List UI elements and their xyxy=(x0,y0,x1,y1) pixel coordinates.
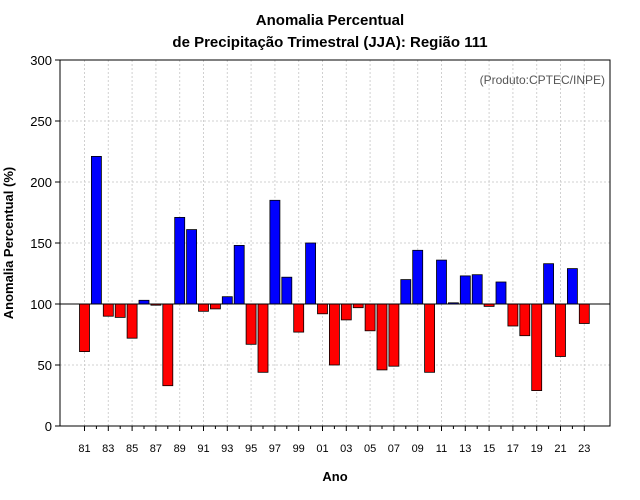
x-tick-label: 83 xyxy=(102,443,114,455)
bar-14 xyxy=(471,274,483,305)
x-tick-label: 89 xyxy=(174,443,186,455)
y-tick-label: 200 xyxy=(30,175,52,190)
y-tick-label: 100 xyxy=(30,297,52,312)
x-tick-label: 85 xyxy=(126,443,138,455)
bar-08 xyxy=(400,279,412,305)
x-tick-label: 03 xyxy=(340,443,352,455)
bar-84 xyxy=(114,303,126,318)
bar-21 xyxy=(555,303,566,357)
y-axis-label: Anomalia Percentual (%) xyxy=(1,167,16,319)
y-tick-label: 0 xyxy=(45,419,52,434)
x-axis: 81 83 85 87 89 91 93 95 97 99 01 03 05 07 09 11 13 15 17 19… xyxy=(78,426,590,455)
y-tick-label: 250 xyxy=(30,114,52,129)
y-tick-label: 150 xyxy=(30,236,52,251)
x-tick-label: 11 xyxy=(436,443,447,455)
bar-18 xyxy=(519,303,531,337)
y-tick-label: 300 xyxy=(30,53,52,68)
x-tick-label: 93 xyxy=(221,443,233,455)
bar-92 xyxy=(209,303,221,310)
bar-05 xyxy=(364,303,376,332)
bar-83 xyxy=(102,303,114,317)
bar-23 xyxy=(578,303,590,324)
x-tick-label: 81 xyxy=(78,443,90,455)
bar-91 xyxy=(198,303,209,312)
x-tick-label: 07 xyxy=(388,443,400,455)
bar-97 xyxy=(269,199,281,305)
x-tick-label: 87 xyxy=(150,443,162,455)
bars xyxy=(79,155,590,391)
bar-04 xyxy=(352,303,364,309)
bar-99 xyxy=(293,303,305,333)
x-tick-label: 19 xyxy=(531,443,543,455)
bar-20 xyxy=(543,263,554,305)
bar-85 xyxy=(126,303,138,339)
x-tick-label: 91 xyxy=(197,443,209,455)
bar-19 xyxy=(531,303,543,391)
x-tick-label: 21 xyxy=(554,443,566,455)
bar-96 xyxy=(257,303,269,373)
bar-95 xyxy=(245,303,257,345)
x-tick-label: 13 xyxy=(459,443,471,455)
x-tick-label: 17 xyxy=(507,443,519,455)
bar-16 xyxy=(495,281,507,305)
source-note: (Produto:CPTEC/INPE) xyxy=(480,73,605,87)
bar-90 xyxy=(186,229,198,305)
bar-22 xyxy=(567,268,578,305)
bar-11 xyxy=(436,259,447,305)
y-axis: 0 50 100 150 200 250 300 xyxy=(30,53,60,434)
grid xyxy=(60,60,610,426)
x-tick-label: 15 xyxy=(483,443,495,455)
bar-93 xyxy=(221,296,233,305)
x-tick-label: 01 xyxy=(316,443,328,455)
bar-10 xyxy=(424,303,436,373)
bar-17 xyxy=(507,303,519,327)
bar-98 xyxy=(281,276,293,305)
chart-title: Anomalia Percentual xyxy=(256,12,404,29)
bar-03 xyxy=(340,303,352,321)
x-tick-label: 97 xyxy=(269,443,281,455)
bar-88 xyxy=(162,303,174,387)
x-tick-label: 09 xyxy=(412,443,424,455)
bar-01 xyxy=(317,303,328,315)
bar-82 xyxy=(91,155,102,305)
bar-89 xyxy=(174,216,186,305)
x-axis-label: Ano xyxy=(322,469,347,484)
chart-subtitle: de Precipitação Trimestral (JJA): Região… xyxy=(172,34,487,51)
bar-00 xyxy=(305,242,317,305)
plot-frame xyxy=(59,59,611,427)
x-tick-label: 99 xyxy=(293,443,305,455)
x-tick-label: 05 xyxy=(364,443,376,455)
x-tick-label: 95 xyxy=(245,443,257,455)
bar-81 xyxy=(79,303,90,352)
bar-07 xyxy=(388,303,400,367)
bar-86 xyxy=(138,299,150,305)
x-tick-label: 23 xyxy=(578,443,590,455)
bar-02 xyxy=(328,303,340,366)
bar-94 xyxy=(233,244,245,305)
bar-09 xyxy=(412,249,424,305)
y-tick-label: 50 xyxy=(38,358,52,373)
bar-06 xyxy=(376,303,388,371)
bar-13 xyxy=(459,275,471,305)
